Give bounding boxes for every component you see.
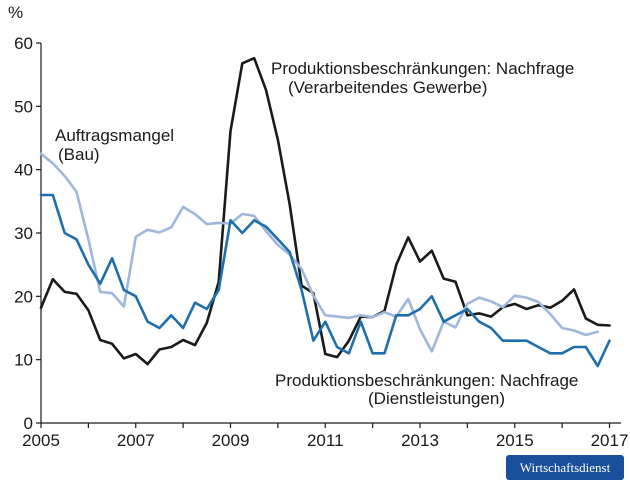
x-tick-label: 2017 xyxy=(591,431,629,450)
y-tick-label: 10 xyxy=(14,351,33,370)
series-layer xyxy=(39,56,611,368)
y-axis-ticks: 0 10 20 30 40 50 60 xyxy=(14,34,41,433)
brand-badge-background xyxy=(506,455,624,480)
x-tick-label: 2011 xyxy=(307,431,344,450)
y-tick-label: 40 xyxy=(14,161,33,180)
annotation-manufacturing-line2: (Verarbeitendes Gewerbe) xyxy=(288,78,487,97)
y-tick-label: 50 xyxy=(14,97,33,116)
y-tick-label: 60 xyxy=(14,34,33,53)
annotation-construction-line2: (Bau) xyxy=(58,145,100,164)
y-tick-label: 30 xyxy=(14,224,33,243)
brand-badge: Wirtschaftsdienst xyxy=(506,455,624,480)
x-tick-label: 2013 xyxy=(401,431,439,450)
series-line-manufacturing xyxy=(39,56,611,366)
annotation-manufacturing-line1: Produktionsbeschränkungen: Nachfrage xyxy=(271,59,574,78)
annotation-services-line2: (Dienstleistungen) xyxy=(368,389,505,408)
x-tick-label: 2009 xyxy=(212,431,250,450)
x-axis-ticks: 2005 2007 2009 2011 2013 2015 2017 xyxy=(22,423,628,450)
brand-badge-label: Wirtschaftsdienst xyxy=(520,460,611,475)
x-tick-label: 2007 xyxy=(117,431,155,450)
series-line-construction xyxy=(39,152,600,353)
annotation-services-line1: Produktionsbeschränkungen: Nachfrage xyxy=(275,371,578,390)
y-tick-label: 20 xyxy=(14,287,33,306)
y-axis-unit-label: % xyxy=(8,3,23,22)
annotation-construction-line1: Auftragsmangel xyxy=(55,126,174,145)
y-tick-label: 0 xyxy=(24,414,33,433)
x-tick-label: 2005 xyxy=(22,431,60,450)
series-line-services xyxy=(39,193,611,368)
x-tick-label: 2015 xyxy=(496,431,534,450)
